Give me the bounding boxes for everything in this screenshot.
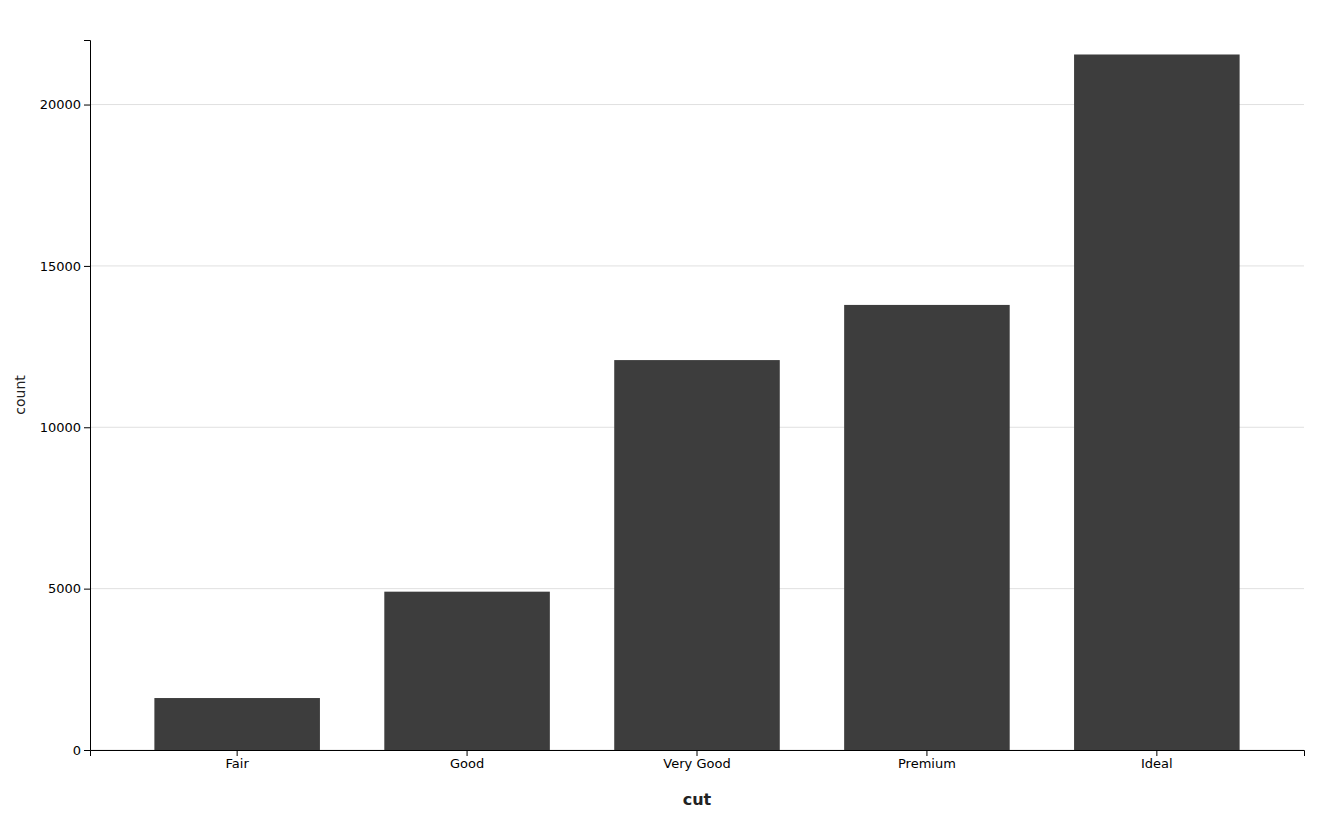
y-tick-label: 10000 xyxy=(40,420,81,435)
y-tick: 5000 xyxy=(48,581,90,596)
x-tick-label: Fair xyxy=(226,756,250,771)
y-tick-mark xyxy=(84,105,90,106)
y-tick: 15000 xyxy=(40,259,90,274)
y-tick-mark xyxy=(84,427,90,428)
x-axis-line xyxy=(91,751,1305,757)
x-tick: Premium xyxy=(898,750,956,771)
bar xyxy=(844,305,1010,750)
bar xyxy=(154,698,320,750)
x-tick-mark xyxy=(237,750,238,756)
x-tick-label: Premium xyxy=(898,756,956,771)
x-axis-title: cut xyxy=(683,790,712,809)
x-tick: Very Good xyxy=(663,750,730,771)
y-tick-mark xyxy=(84,266,90,267)
y-tick: 10000 xyxy=(40,420,90,435)
y-tick-label: 15000 xyxy=(40,259,81,274)
bar xyxy=(384,592,550,750)
y-axis-line xyxy=(84,41,91,751)
x-tick-mark xyxy=(467,750,468,756)
chart-container: Fair Good Very Good Premium Ideal 0 5000 10000 1… xyxy=(0,0,1344,830)
y-tick: 20000 xyxy=(40,97,90,112)
x-tick-label: Good xyxy=(450,756,484,771)
x-tick-mark xyxy=(1156,750,1157,756)
plot-area: Fair Good Very Good Premium Ideal 0 5000 10000 1… xyxy=(12,41,1305,810)
y-tick-label: 20000 xyxy=(40,97,81,112)
x-axis: Fair Good Very Good Premium Ideal xyxy=(91,750,1305,771)
x-tick: Ideal xyxy=(1141,750,1173,771)
y-tick-mark xyxy=(84,589,90,590)
x-tick-mark xyxy=(926,750,927,756)
x-tick-label: Ideal xyxy=(1141,756,1173,771)
y-tick: 0 xyxy=(73,743,90,758)
y-tick-mark xyxy=(84,750,90,751)
y-axis: 0 5000 10000 15000 20000 xyxy=(40,41,91,758)
x-tick: Fair xyxy=(226,750,250,771)
y-tick-label: 0 xyxy=(73,743,81,758)
x-tick-label: Very Good xyxy=(663,756,730,771)
y-axis-title: count xyxy=(12,375,28,415)
chart-svg: Fair Good Very Good Premium Ideal 0 5000 10000 1… xyxy=(0,0,1344,830)
x-tick: Good xyxy=(450,750,484,771)
x-tick-mark xyxy=(697,750,698,756)
y-tick-label: 5000 xyxy=(48,581,81,596)
bar xyxy=(1074,54,1240,750)
bar xyxy=(614,360,780,750)
bars xyxy=(154,54,1239,750)
